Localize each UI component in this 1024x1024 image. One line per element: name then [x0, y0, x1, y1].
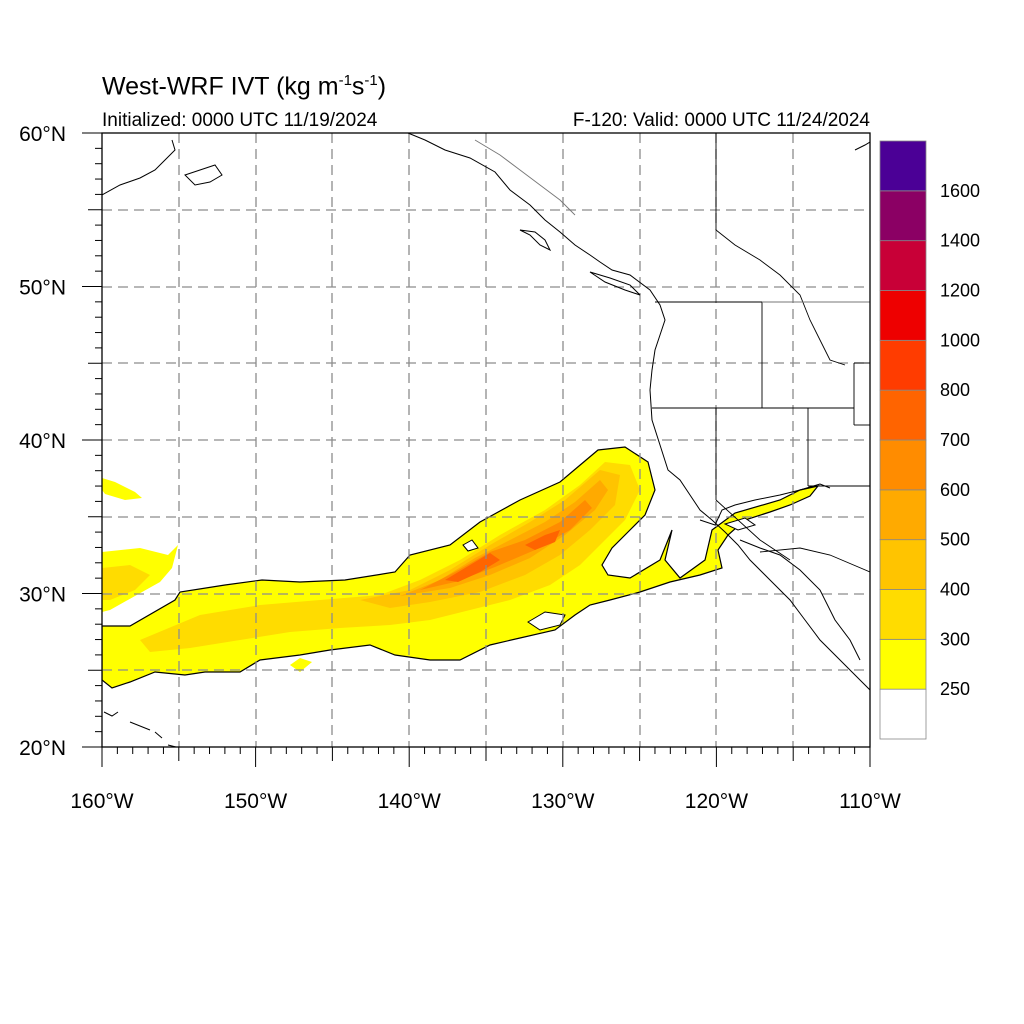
colorbar-label: 1400	[940, 231, 980, 251]
ivt-400-contour	[360, 470, 620, 608]
ivt-west-patch-inner	[102, 565, 150, 600]
colorbar-label: 1200	[940, 281, 980, 301]
y-tick-label: 30°N	[19, 584, 66, 607]
colorbar-label: 600	[940, 480, 970, 500]
colorbar-swatch	[879, 688, 927, 740]
colorbar-swatch	[879, 339, 927, 391]
x-tick-label: 110°W	[839, 790, 901, 813]
colorbar-label: 400	[940, 580, 970, 600]
colorbar-swatch	[879, 539, 927, 590]
boundary-gray	[474, 139, 870, 303]
ivt-600-contour	[420, 500, 592, 590]
colorbar-label: 500	[940, 530, 970, 550]
x-axis-ticks: 160°W 150°W 140°W 130°W 120°W 110°W	[70, 747, 901, 813]
x-tick-label: 160°W	[70, 790, 133, 813]
valid-time-label: F-120: Valid: 0000 UTC 11/24/2024	[572, 110, 870, 131]
y-tick-label: 20°N	[19, 737, 66, 760]
colorbar-swatch	[879, 439, 927, 491]
ivt-small-patch	[102, 478, 142, 500]
y-axis-ticks: 20°N 30°N 40°N 50°N 60°N	[19, 123, 102, 760]
colorbar-swatch	[879, 589, 927, 640]
title-text-2: s	[351, 72, 365, 101]
colorbar-label: 1000	[940, 330, 980, 350]
initialized-label: Initialized: 0000 UTC 11/19/2024	[102, 110, 378, 131]
title-text-3: )	[377, 72, 387, 101]
x-tick-label: 120°W	[685, 790, 748, 813]
ivt-field	[102, 446, 820, 689]
colorbar: 250 300 400 500 600 700 800 1000 1200 1400 1600	[879, 140, 980, 740]
ivt-small-patch-2	[290, 658, 312, 672]
ivt-500-contour	[400, 480, 608, 596]
colorbar-swatch	[879, 240, 927, 291]
colorbar-label: 300	[940, 629, 970, 649]
ivt-700-contour	[445, 530, 560, 582]
y-tick-label: 40°N	[19, 430, 66, 453]
colorbar-label: 700	[940, 430, 970, 450]
colorbar-swatch	[879, 140, 927, 192]
colorbar-swatch	[879, 389, 927, 441]
ivt-gap-2	[462, 539, 479, 552]
x-tick-label: 130°W	[531, 790, 594, 813]
graticule	[102, 133, 870, 747]
x-tick-label: 150°W	[224, 790, 287, 813]
x-tick-label: 140°W	[378, 790, 441, 813]
title-text: West-WRF IVT (kg m	[102, 72, 339, 101]
y-tick-label: 60°N	[19, 123, 66, 146]
map-title: West-WRF IVT (kg m-1s-1)	[102, 72, 386, 101]
title-exponent-1: -1	[338, 72, 352, 89]
colorbar-swatch	[879, 190, 927, 242]
colorbar-swatch	[879, 638, 927, 690]
y-tick-label: 50°N	[19, 277, 66, 300]
colorbar-swatch	[879, 290, 927, 341]
colorbar-swatch	[879, 489, 927, 541]
colorbar-label: 1600	[940, 181, 980, 201]
colorbar-label: 250	[940, 679, 970, 699]
title-exponent-2: -1	[364, 72, 378, 89]
colorbar-label: 800	[940, 380, 970, 400]
